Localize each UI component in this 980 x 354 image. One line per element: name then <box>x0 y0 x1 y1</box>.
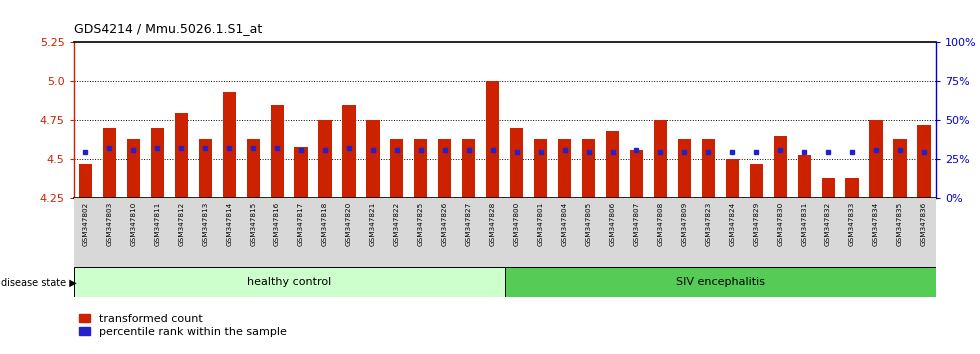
Text: GSM347835: GSM347835 <box>897 202 903 246</box>
Bar <box>821 178 835 198</box>
Text: GSM347815: GSM347815 <box>250 202 256 246</box>
Bar <box>558 139 571 198</box>
Text: GSM347808: GSM347808 <box>658 202 663 246</box>
Text: GSM347810: GSM347810 <box>130 202 136 246</box>
Bar <box>846 178 858 198</box>
Text: GSM347807: GSM347807 <box>633 202 640 246</box>
Text: GSM347814: GSM347814 <box>226 202 232 246</box>
Text: healthy control: healthy control <box>247 277 331 287</box>
Bar <box>199 139 212 198</box>
Text: GSM347830: GSM347830 <box>777 202 783 246</box>
Bar <box>654 120 667 198</box>
Legend: transformed count, percentile rank within the sample: transformed count, percentile rank withi… <box>79 314 287 337</box>
Text: GSM347803: GSM347803 <box>107 202 113 246</box>
Bar <box>126 139 140 198</box>
Bar <box>415 139 427 198</box>
Text: GSM347816: GSM347816 <box>274 202 280 246</box>
Bar <box>486 81 499 198</box>
Text: GSM347833: GSM347833 <box>849 202 856 246</box>
Text: GSM347822: GSM347822 <box>394 202 400 246</box>
Bar <box>869 120 883 198</box>
Bar <box>318 120 331 198</box>
Text: GSM347836: GSM347836 <box>921 202 927 246</box>
Bar <box>725 159 739 198</box>
Text: GSM347806: GSM347806 <box>610 202 615 246</box>
Bar <box>78 164 92 198</box>
Bar <box>270 105 283 198</box>
Text: GSM347824: GSM347824 <box>729 202 735 246</box>
Bar <box>247 139 260 198</box>
Bar <box>582 139 595 198</box>
Text: GSM347820: GSM347820 <box>346 202 352 246</box>
Bar <box>367 120 379 198</box>
Text: GSM347805: GSM347805 <box>585 202 592 246</box>
Text: GSM347802: GSM347802 <box>82 202 88 246</box>
Text: GSM347829: GSM347829 <box>754 202 760 246</box>
Text: GSM347817: GSM347817 <box>298 202 304 246</box>
Text: GSM347809: GSM347809 <box>681 202 687 246</box>
Text: GSM347832: GSM347832 <box>825 202 831 246</box>
Text: GSM347827: GSM347827 <box>466 202 471 246</box>
Text: GSM347800: GSM347800 <box>514 202 519 246</box>
Bar <box>798 155 810 198</box>
Text: GSM347831: GSM347831 <box>801 202 808 246</box>
Bar <box>917 125 930 198</box>
Text: GSM347825: GSM347825 <box>417 202 424 246</box>
Bar <box>174 113 188 198</box>
Text: disease state ▶: disease state ▶ <box>1 277 76 287</box>
Bar <box>342 105 356 198</box>
Text: GSM347801: GSM347801 <box>538 202 544 246</box>
Bar <box>390 139 404 198</box>
Bar <box>510 128 523 198</box>
Bar <box>294 147 308 198</box>
Bar <box>463 139 475 198</box>
Bar <box>702 139 714 198</box>
Bar <box>894 139 906 198</box>
Bar <box>74 267 505 297</box>
Bar <box>438 139 452 198</box>
Text: GSM347804: GSM347804 <box>562 202 567 246</box>
Text: GSM347812: GSM347812 <box>178 202 184 246</box>
Bar <box>103 128 116 198</box>
Text: SIV encephalitis: SIV encephalitis <box>676 277 764 287</box>
Bar <box>222 92 236 198</box>
Bar <box>678 139 691 198</box>
Bar <box>630 150 643 198</box>
Text: GSM347813: GSM347813 <box>202 202 209 246</box>
Bar <box>505 267 936 297</box>
Bar <box>773 136 787 198</box>
Text: GSM347828: GSM347828 <box>490 202 496 246</box>
Bar <box>750 164 762 198</box>
Text: GSM347826: GSM347826 <box>442 202 448 246</box>
Text: GSM347821: GSM347821 <box>369 202 376 246</box>
Text: GDS4214 / Mmu.5026.1.S1_at: GDS4214 / Mmu.5026.1.S1_at <box>74 22 262 35</box>
Bar <box>151 128 164 198</box>
Text: GSM347818: GSM347818 <box>322 202 328 246</box>
Text: GSM347834: GSM347834 <box>873 202 879 246</box>
Bar <box>606 131 619 198</box>
Text: GSM347811: GSM347811 <box>154 202 161 246</box>
Bar <box>534 139 547 198</box>
Text: GSM347823: GSM347823 <box>706 202 711 246</box>
